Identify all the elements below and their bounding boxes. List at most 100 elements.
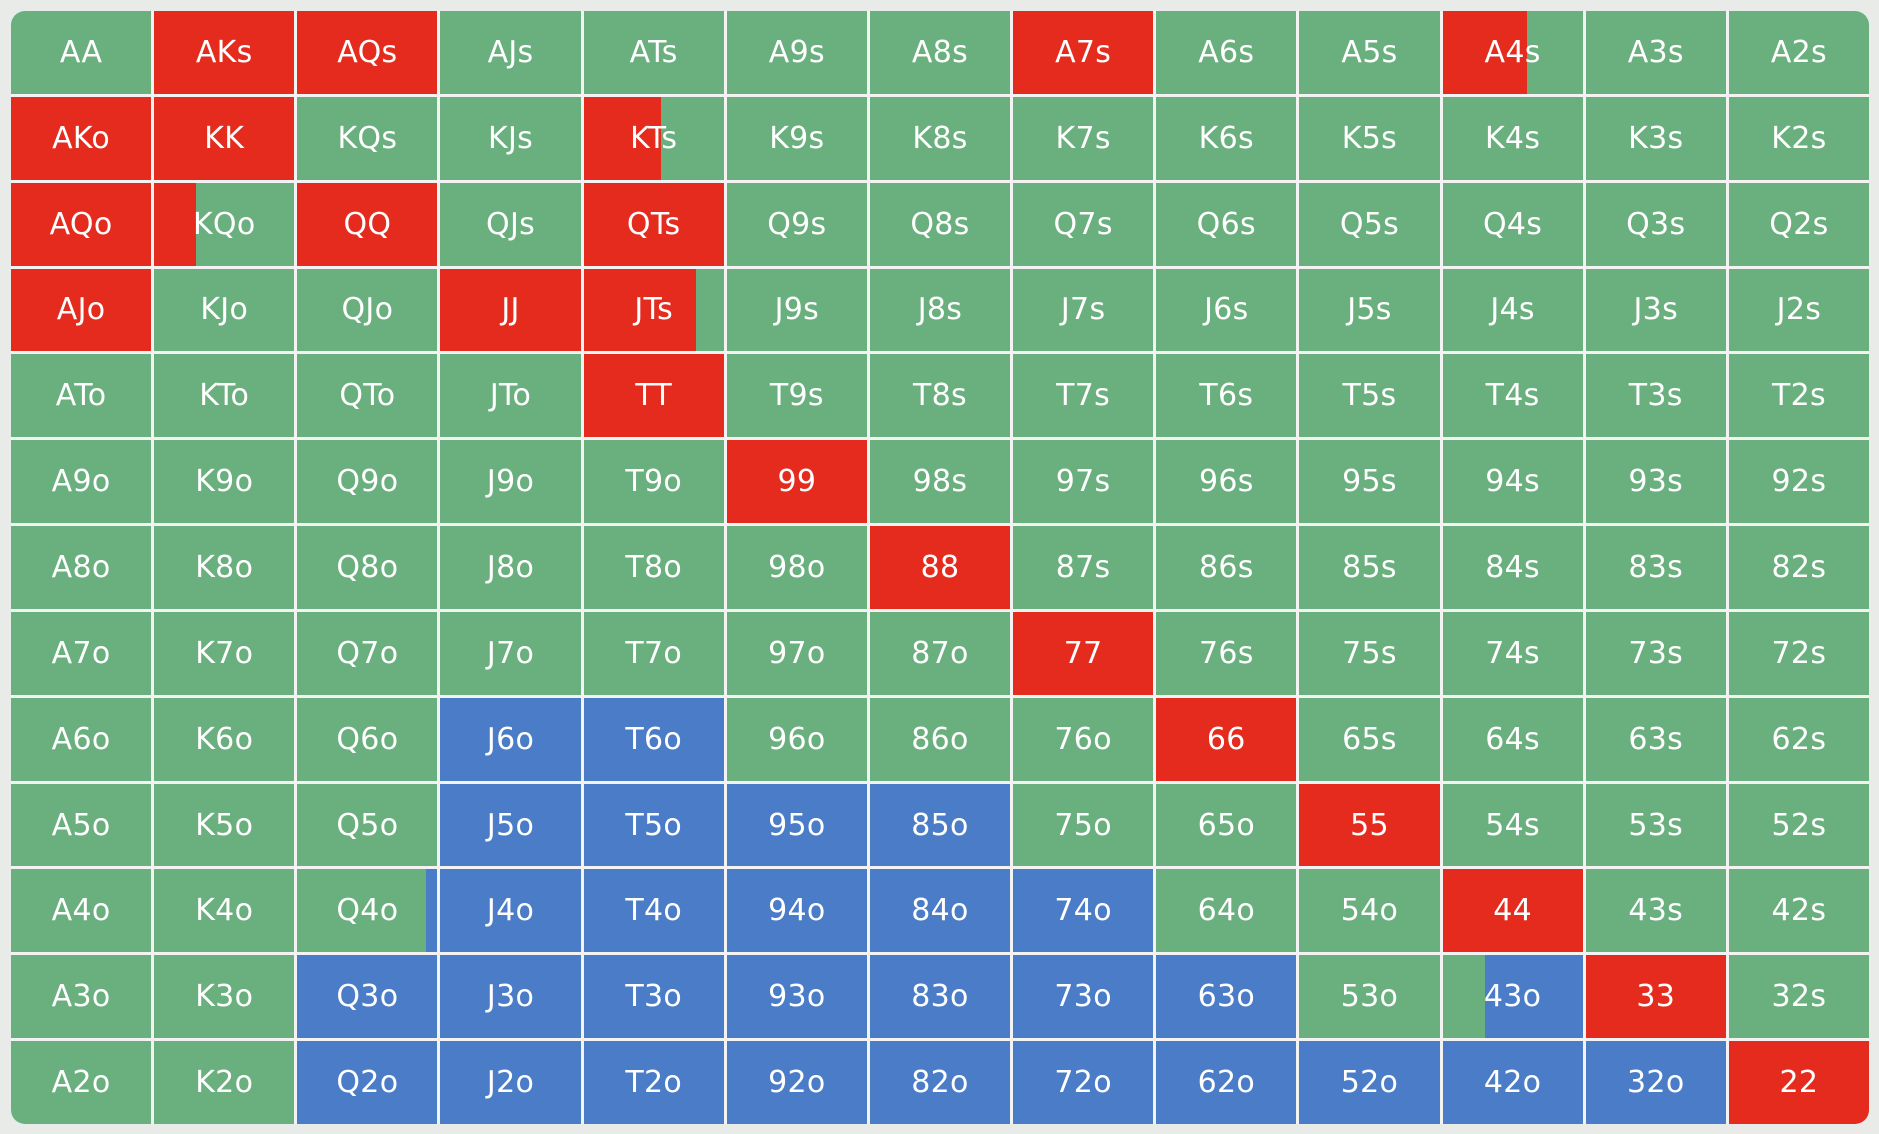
hand-cell-t2o[interactable]: T2o — [583, 1041, 724, 1124]
hand-cell-42o[interactable]: 42o — [1442, 1041, 1583, 1124]
hand-cell-62o[interactable]: 62o — [1156, 1041, 1297, 1124]
hand-cell-a8o[interactable]: A8o — [11, 526, 152, 609]
hand-cell-63s[interactable]: 63s — [1585, 697, 1726, 781]
hand-cell-ajo[interactable]: AJo — [11, 268, 152, 352]
hand-cell-76o[interactable]: 76o — [1013, 697, 1154, 781]
hand-cell-98s[interactable]: 98s — [869, 440, 1011, 524]
hand-cell-q6s[interactable]: Q6s — [1156, 182, 1297, 266]
hand-cell-k8o[interactable]: K8o — [154, 526, 295, 609]
hand-cell-a5s[interactable]: A5s — [1299, 11, 1440, 94]
hand-cell-t2s[interactable]: T2s — [1728, 354, 1869, 438]
hand-cell-k4o[interactable]: K4o — [154, 869, 295, 953]
hand-cell-53o[interactable]: 53o — [1299, 955, 1440, 1039]
hand-cell-a4s[interactable]: A4s — [1442, 11, 1583, 94]
hand-cell-q7s[interactable]: Q7s — [1013, 182, 1154, 266]
hand-cell-62s[interactable]: 62s — [1728, 697, 1869, 781]
hand-cell-a2o[interactable]: A2o — [11, 1041, 152, 1124]
hand-cell-84s[interactable]: 84s — [1442, 526, 1583, 609]
hand-cell-a9s[interactable]: A9s — [726, 11, 867, 94]
hand-cell-22[interactable]: 22 — [1728, 1041, 1869, 1124]
hand-cell-q6o[interactable]: Q6o — [297, 697, 438, 781]
hand-cell-94o[interactable]: 94o — [726, 869, 867, 953]
hand-cell-t5s[interactable]: T5s — [1299, 354, 1440, 438]
hand-cell-86o[interactable]: 86o — [869, 697, 1011, 781]
hand-cell-a6s[interactable]: A6s — [1156, 11, 1297, 94]
hand-cell-kqs[interactable]: KQs — [297, 96, 438, 180]
hand-cell-aqs[interactable]: AQs — [297, 11, 438, 94]
hand-cell-92o[interactable]: 92o — [726, 1041, 867, 1124]
hand-cell-92s[interactable]: 92s — [1728, 440, 1869, 524]
hand-cell-44[interactable]: 44 — [1442, 869, 1583, 953]
hand-cell-73o[interactable]: 73o — [1013, 955, 1154, 1039]
hand-cell-74s[interactable]: 74s — [1442, 611, 1583, 695]
hand-cell-t7s[interactable]: T7s — [1013, 354, 1154, 438]
hand-cell-q5s[interactable]: Q5s — [1299, 182, 1440, 266]
hand-cell-q9s[interactable]: Q9s — [726, 182, 867, 266]
hand-cell-q8s[interactable]: Q8s — [869, 182, 1011, 266]
hand-cell-k4s[interactable]: K4s — [1442, 96, 1583, 180]
hand-cell-t9s[interactable]: T9s — [726, 354, 867, 438]
hand-cell-54o[interactable]: 54o — [1299, 869, 1440, 953]
hand-cell-64s[interactable]: 64s — [1442, 697, 1583, 781]
hand-cell-t8o[interactable]: T8o — [583, 526, 724, 609]
hand-cell-j8o[interactable]: J8o — [440, 526, 581, 609]
hand-cell-72s[interactable]: 72s — [1728, 611, 1869, 695]
hand-cell-97s[interactable]: 97s — [1013, 440, 1154, 524]
hand-cell-32o[interactable]: 32o — [1585, 1041, 1726, 1124]
hand-cell-j6s[interactable]: J6s — [1156, 268, 1297, 352]
hand-cell-82o[interactable]: 82o — [869, 1041, 1011, 1124]
hand-cell-55[interactable]: 55 — [1299, 783, 1440, 867]
hand-cell-jj[interactable]: JJ — [440, 268, 581, 352]
hand-cell-98o[interactable]: 98o — [726, 526, 867, 609]
hand-cell-76s[interactable]: 76s — [1156, 611, 1297, 695]
hand-cell-j4o[interactable]: J4o — [440, 869, 581, 953]
hand-cell-q4o[interactable]: Q4o — [297, 869, 438, 953]
hand-cell-83o[interactable]: 83o — [869, 955, 1011, 1039]
hand-cell-qq[interactable]: QQ — [297, 182, 438, 266]
hand-cell-j7s[interactable]: J7s — [1013, 268, 1154, 352]
hand-cell-77[interactable]: 77 — [1013, 611, 1154, 695]
hand-cell-a3o[interactable]: A3o — [11, 955, 152, 1039]
hand-cell-qjs[interactable]: QJs — [440, 182, 581, 266]
hand-cell-t6o[interactable]: T6o — [583, 697, 724, 781]
hand-cell-k5s[interactable]: K5s — [1299, 96, 1440, 180]
hand-cell-kjs[interactable]: KJs — [440, 96, 581, 180]
hand-cell-a7o[interactable]: A7o — [11, 611, 152, 695]
hand-cell-85s[interactable]: 85s — [1299, 526, 1440, 609]
hand-cell-k6o[interactable]: K6o — [154, 697, 295, 781]
hand-cell-95o[interactable]: 95o — [726, 783, 867, 867]
hand-cell-a3s[interactable]: A3s — [1585, 11, 1726, 94]
hand-cell-a8s[interactable]: A8s — [869, 11, 1011, 94]
hand-cell-kts[interactable]: KTs — [583, 96, 724, 180]
hand-cell-j7o[interactable]: J7o — [440, 611, 581, 695]
hand-cell-q3o[interactable]: Q3o — [297, 955, 438, 1039]
hand-cell-a7s[interactable]: A7s — [1013, 11, 1154, 94]
hand-cell-tt[interactable]: TT — [583, 354, 724, 438]
hand-cell-96s[interactable]: 96s — [1156, 440, 1297, 524]
hand-cell-82s[interactable]: 82s — [1728, 526, 1869, 609]
hand-cell-k3s[interactable]: K3s — [1585, 96, 1726, 180]
hand-cell-q4s[interactable]: Q4s — [1442, 182, 1583, 266]
hand-cell-qts[interactable]: QTs — [583, 182, 724, 266]
hand-cell-aqo[interactable]: AQo — [11, 182, 152, 266]
hand-cell-q3s[interactable]: Q3s — [1585, 182, 1726, 266]
hand-cell-j9s[interactable]: J9s — [726, 268, 867, 352]
hand-cell-t3o[interactable]: T3o — [583, 955, 724, 1039]
hand-cell-95s[interactable]: 95s — [1299, 440, 1440, 524]
hand-cell-43s[interactable]: 43s — [1585, 869, 1726, 953]
hand-cell-53s[interactable]: 53s — [1585, 783, 1726, 867]
hand-cell-75s[interactable]: 75s — [1299, 611, 1440, 695]
hand-cell-ats[interactable]: ATs — [583, 11, 724, 94]
hand-cell-k7s[interactable]: K7s — [1013, 96, 1154, 180]
hand-cell-q2s[interactable]: Q2s — [1728, 182, 1869, 266]
hand-cell-63o[interactable]: 63o — [1156, 955, 1297, 1039]
hand-cell-q5o[interactable]: Q5o — [297, 783, 438, 867]
hand-cell-93o[interactable]: 93o — [726, 955, 867, 1039]
hand-cell-84o[interactable]: 84o — [869, 869, 1011, 953]
hand-cell-33[interactable]: 33 — [1585, 955, 1726, 1039]
hand-cell-q8o[interactable]: Q8o — [297, 526, 438, 609]
hand-cell-aks[interactable]: AKs — [154, 11, 295, 94]
hand-cell-k7o[interactable]: K7o — [154, 611, 295, 695]
hand-cell-a4o[interactable]: A4o — [11, 869, 152, 953]
hand-cell-74o[interactable]: 74o — [1013, 869, 1154, 953]
